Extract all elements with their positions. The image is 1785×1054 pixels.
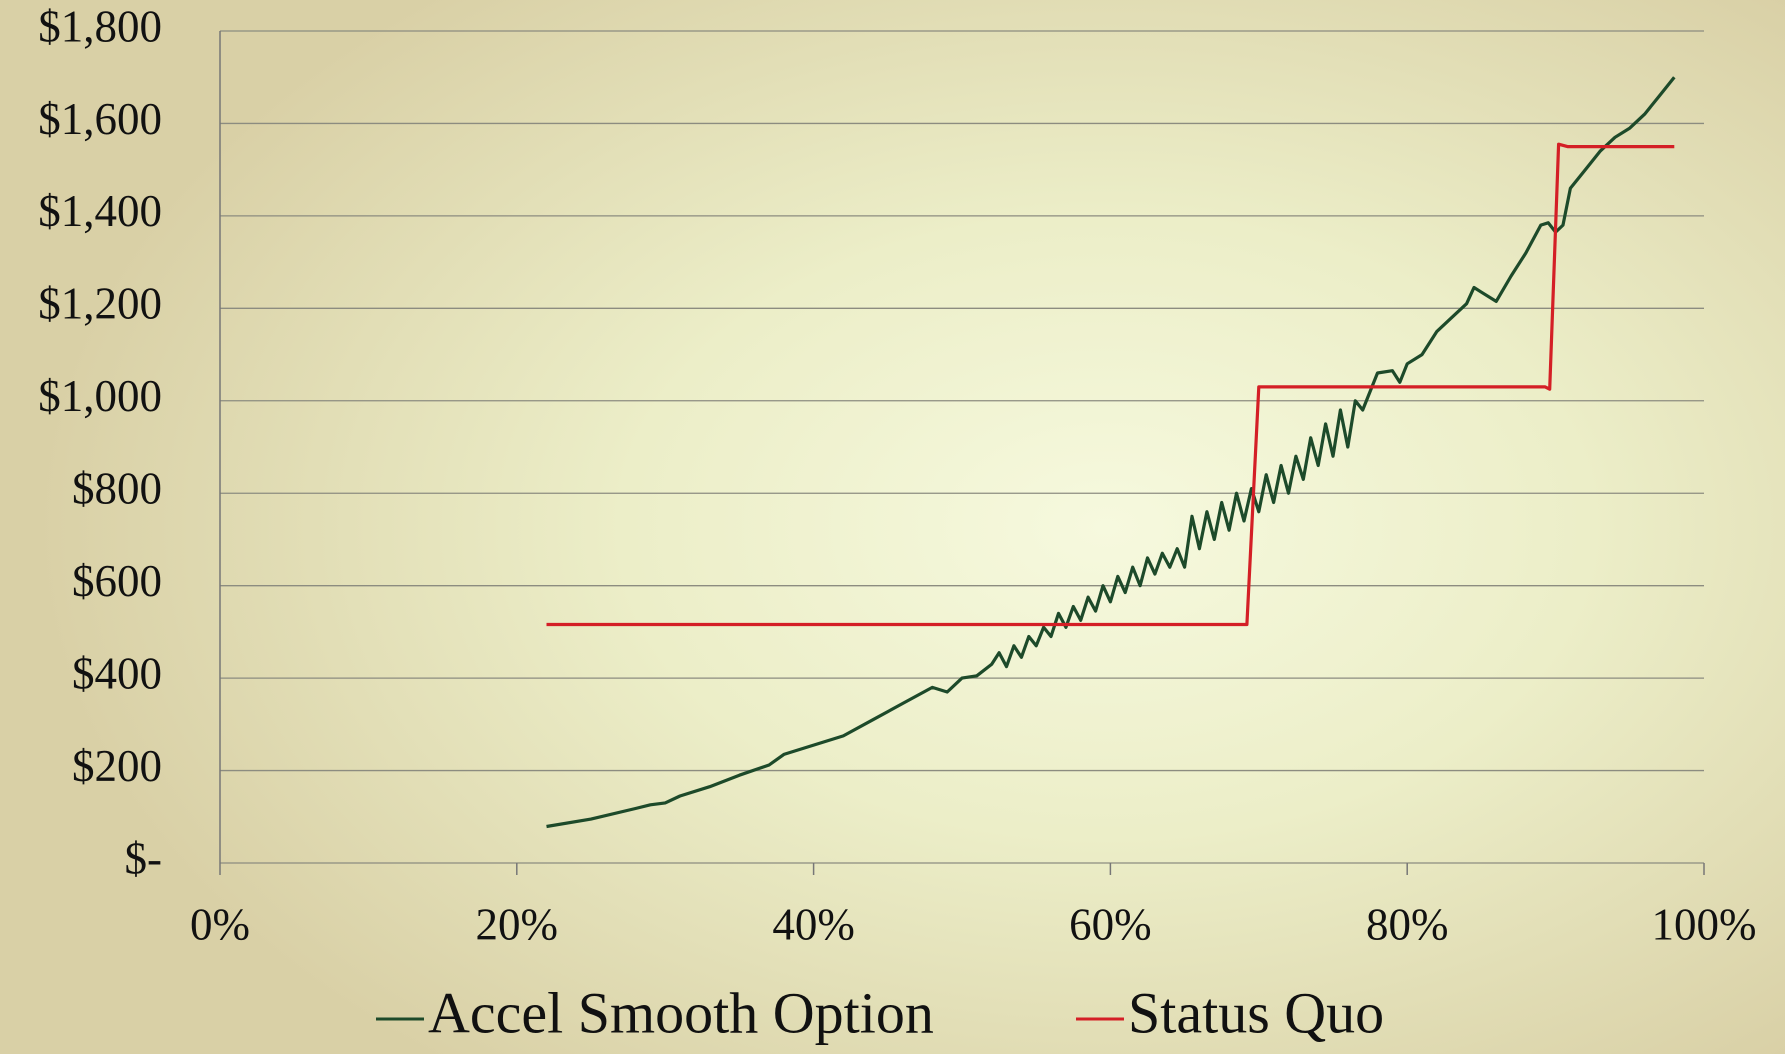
x-tick-label: 60%	[1069, 899, 1152, 949]
x-tick-label: 0%	[190, 899, 250, 949]
x-tick-label: 20%	[476, 899, 559, 949]
y-tick-label: $-	[125, 833, 163, 883]
y-tick-label: $1,200	[38, 279, 162, 329]
line-series	[546, 76, 1676, 829]
y-tick-label: $1,400	[38, 186, 162, 236]
y-tick-label: $800	[72, 464, 162, 514]
y-tick-label: $200	[72, 741, 162, 791]
y-tick-label: $600	[72, 556, 162, 606]
x-tick-label: 80%	[1366, 899, 1449, 949]
y-tick-label: $1,600	[38, 94, 162, 144]
x-tick-label: 100%	[1652, 899, 1757, 949]
y-tick-label: $1,800	[38, 1, 162, 51]
line-series	[546, 142, 1675, 627]
y-tick-label: $400	[72, 648, 162, 698]
legend-label: Status Quo	[1128, 980, 1384, 1045]
y-tick-label: $1,000	[38, 371, 162, 421]
legend-label: Accel Smooth Option	[428, 980, 934, 1045]
x-tick-label: 40%	[772, 899, 855, 949]
